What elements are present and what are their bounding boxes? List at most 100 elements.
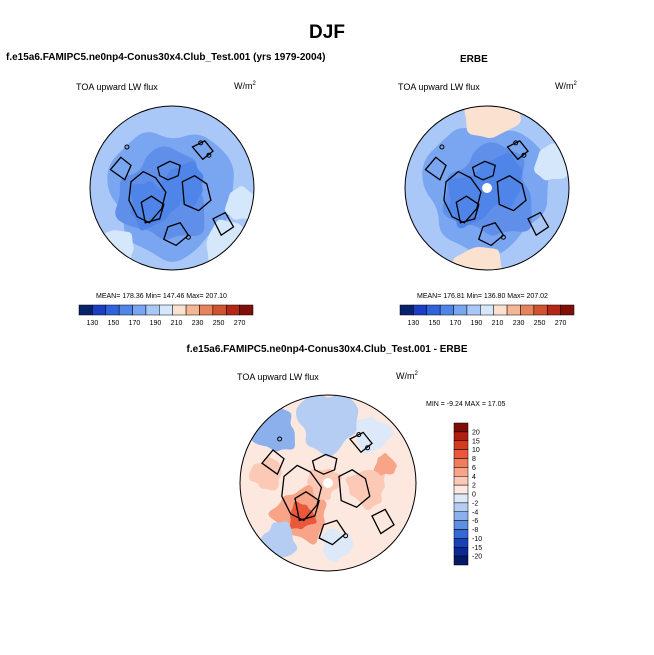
- map-obs-island-3: [500, 234, 506, 240]
- map-model-island-0: [198, 140, 204, 146]
- colorbar-diff-swatch-4: [453, 458, 469, 468]
- colorbar-model-tick-label: 210: [171, 320, 183, 327]
- panel-diff-variable: TOA upward LW flux: [237, 372, 319, 382]
- colorbar-model-tick-label: 130: [87, 320, 99, 327]
- colorbar-obs-tick-label: 190: [471, 320, 483, 327]
- colorbar-diff-swatch-7: [453, 484, 469, 495]
- colorbar-obs-tick-label: 270: [555, 320, 567, 327]
- colorbar-model-tick-label: 190: [150, 320, 162, 327]
- map-obs-coast-3: [496, 174, 527, 212]
- map-model-coast-6: [163, 222, 190, 247]
- figure-title: DJF: [309, 22, 345, 43]
- colorbar-model-tick-label: 150: [108, 320, 120, 327]
- colorbar-diff-swatch-1: [453, 431, 469, 441]
- colorbar-obs-swatch-12: [560, 304, 575, 316]
- panel-obs-units: W/m2: [555, 81, 577, 91]
- colorbar-model: 130 150 170 190 210 230 250 270: [78, 304, 254, 327]
- map-diff-coast-1: [281, 464, 323, 522]
- map-diff-island-1: [365, 445, 371, 451]
- map-obs-pole-mask: [482, 183, 492, 193]
- map-diff-island-2: [277, 436, 283, 442]
- colorbar-diff-tick-label: 2: [472, 483, 476, 490]
- panel-diff-stats: MIN = -9.24 MAX = 17.05: [426, 401, 506, 408]
- map-diff-contour-9: [321, 528, 355, 563]
- map-obs-coast-4: [424, 156, 447, 181]
- map-model-contour-2: [130, 181, 181, 231]
- colorbar-diff-tick-label: 15: [472, 438, 480, 445]
- colorbar-diff-tick-label: 10: [472, 447, 480, 454]
- map-obs-coast-6: [478, 222, 505, 247]
- colorbar-model-tick-label: 250: [213, 320, 225, 327]
- map-model-island-2: [124, 144, 130, 150]
- colorbar-diff-swatch-6: [453, 476, 469, 486]
- colorbar-diff-swatch-0: [453, 422, 469, 433]
- colorbar-diff-swatch-13: [453, 538, 469, 548]
- colorbar-obs-swatch-4: [453, 304, 468, 316]
- map-diff-coast-3: [338, 469, 371, 508]
- map-model-coast-0: [156, 160, 181, 181]
- map-diff-coast-5: [371, 508, 395, 535]
- colorbar-diff-swatch-10: [453, 511, 469, 521]
- colorbar-obs-swatch-11: [546, 304, 561, 316]
- colorbar-obs-swatch-10: [533, 304, 548, 316]
- map-diff-coast-7: [348, 431, 373, 454]
- map-model-contour-3: [159, 161, 204, 207]
- map-model-island-3: [185, 234, 191, 240]
- colorbar-diff-tick-label: -10: [472, 536, 482, 543]
- colorbar-obs-swatch-0: [399, 304, 414, 316]
- colorbar-obs-swatch-5: [466, 304, 481, 316]
- panel-obs-variable: TOA upward LW flux: [398, 82, 480, 92]
- panel-diff-title: f.e15a6.FAMIPC5.ne0np4-Conus30x4.Club_Te…: [186, 344, 468, 355]
- map-diff: [239, 394, 417, 572]
- map-model-border: [89, 105, 255, 271]
- colorbar-diff-swatch-15: [453, 555, 469, 566]
- colorbar-model-swatch-2: [105, 304, 120, 316]
- map-diff-contour-0: [296, 395, 359, 457]
- map-obs-coast-2: [455, 195, 480, 224]
- map-obs-contour-4: [464, 106, 521, 139]
- colorbar-obs-tick-label: 250: [534, 320, 546, 327]
- colorbar-obs: 130 150 170 190 210 230 250 270: [399, 304, 575, 327]
- colorbar-diff-tick-label: 0: [472, 492, 476, 499]
- map-model-coast-4: [109, 156, 132, 181]
- colorbar-model-tick-label: 270: [234, 320, 246, 327]
- panel-obs-title: ERBE: [460, 54, 488, 65]
- colorbar-obs-tick-label: 130: [408, 320, 420, 327]
- colorbar-diff-tick-label: -20: [472, 554, 482, 561]
- colorbar-diff-swatch-9: [453, 502, 469, 512]
- map-obs-contour-5: [452, 246, 502, 270]
- map-model-island-1: [206, 152, 212, 158]
- colorbar-diff-swatch-2: [453, 440, 469, 450]
- map-diff-coast-6: [318, 519, 347, 546]
- colorbar-diff-tick-label: -6: [472, 518, 478, 525]
- colorbar-obs-swatch-2: [426, 304, 441, 316]
- colorbar-diff-tick-label: -4: [472, 509, 478, 516]
- colorbar-diff-swatch-5: [453, 467, 469, 477]
- map-obs-coast-1: [443, 170, 482, 224]
- map-obs-island-0: [513, 140, 519, 146]
- colorbar-diff-tick-label: -2: [472, 500, 478, 507]
- map-model-coast-7: [191, 139, 214, 161]
- colorbar-model-swatch-8: [185, 304, 200, 316]
- colorbar-diff-swatch-3: [453, 449, 469, 459]
- colorbar-model-swatch-9: [199, 304, 214, 316]
- colorbar-obs-swatch-9: [520, 304, 535, 316]
- map-obs-coast-7: [506, 139, 529, 161]
- map-model-coast-5: [212, 211, 235, 237]
- map-diff-border: [239, 394, 417, 572]
- map-diff-island-3: [343, 533, 349, 539]
- colorbar-model-swatch-7: [172, 304, 187, 316]
- map-diff-coast-4: [261, 449, 285, 476]
- panel-diff-units: W/m2: [396, 371, 418, 381]
- map-diff-contour-5: [345, 469, 386, 511]
- map-model-coast-3: [181, 174, 212, 212]
- map-model-coast-1: [128, 170, 167, 224]
- colorbar-model-swatch-3: [118, 304, 133, 316]
- map-diff-coast-2: [294, 491, 320, 522]
- colorbar-diff-swatch-12: [453, 529, 469, 539]
- colorbar-model-swatch-4: [132, 304, 147, 316]
- colorbar-obs-swatch-8: [506, 304, 521, 316]
- map-obs: [404, 105, 570, 271]
- map-diff-contour-1: [251, 405, 296, 452]
- colorbar-diff-tick-label: -8: [472, 527, 478, 534]
